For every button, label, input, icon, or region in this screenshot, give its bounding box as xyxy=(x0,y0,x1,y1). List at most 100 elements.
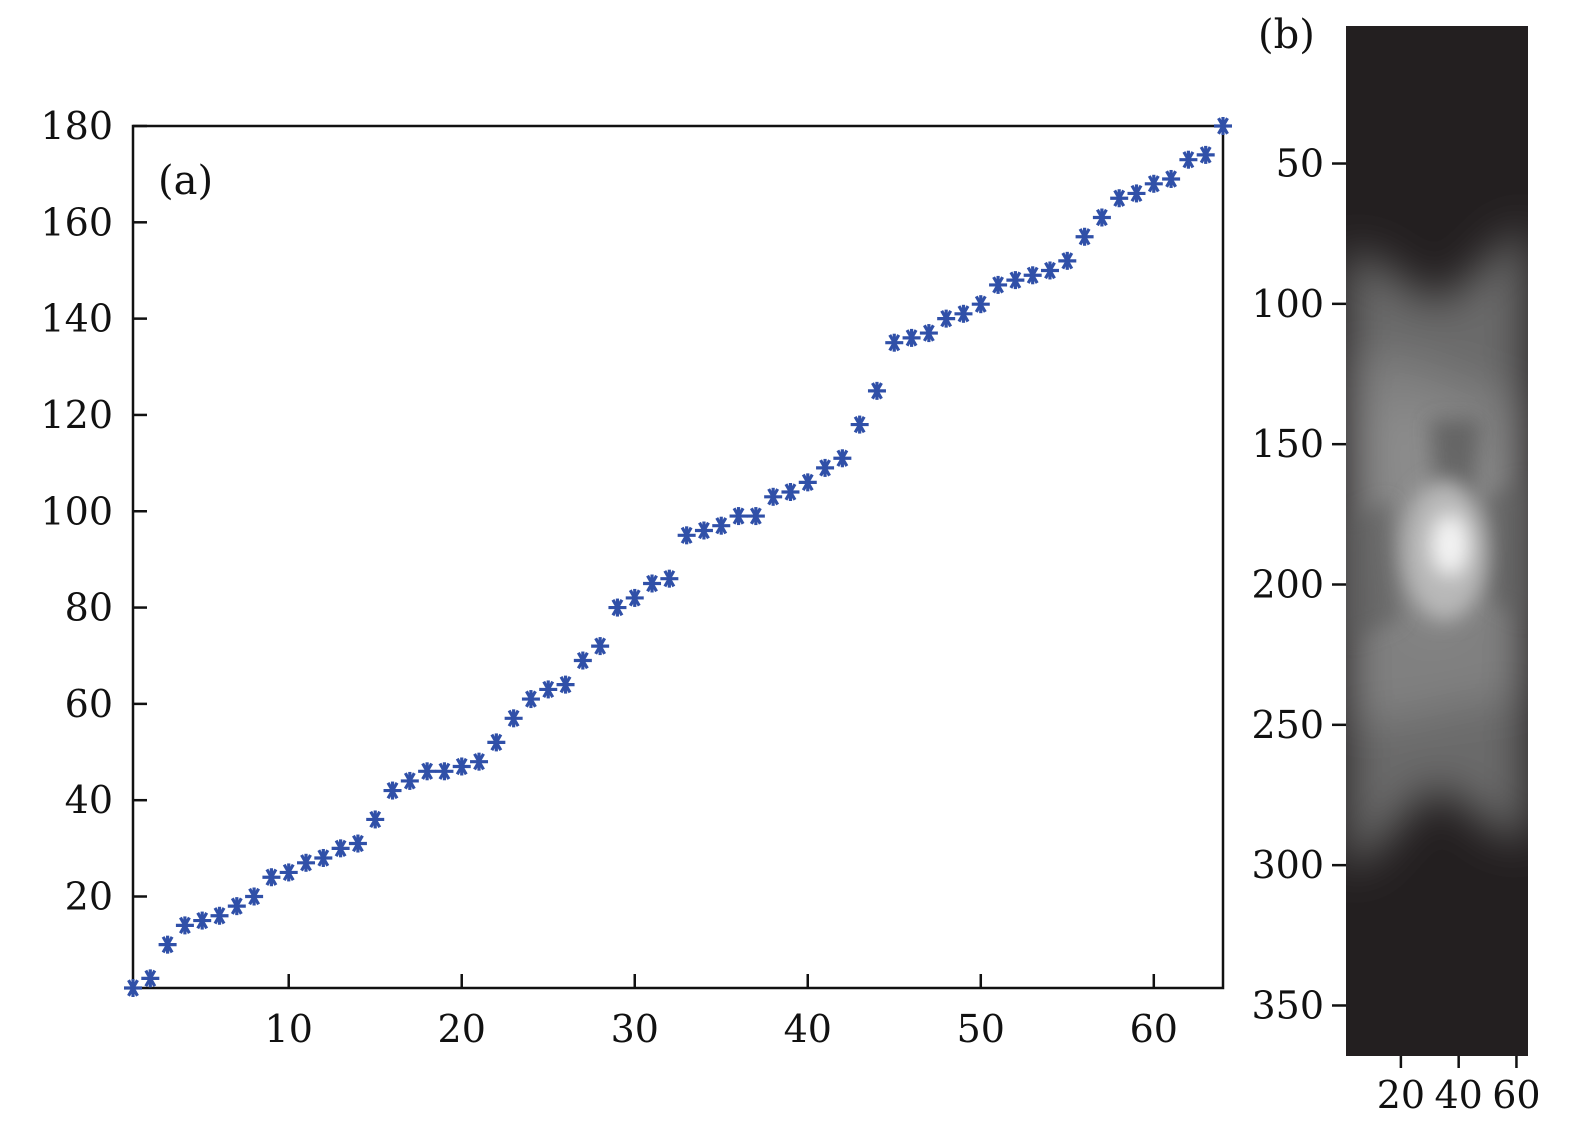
y-tick-label: 40 xyxy=(65,778,113,822)
data-point xyxy=(383,781,402,800)
data-point xyxy=(643,574,662,593)
data-point xyxy=(919,324,938,343)
data-point xyxy=(158,935,177,954)
heatmap-y-tick-label: 300 xyxy=(1251,843,1324,887)
data-point xyxy=(660,569,679,588)
data-point xyxy=(1144,174,1163,193)
data-point xyxy=(556,675,575,694)
data-point xyxy=(729,507,748,526)
data-point xyxy=(487,733,506,752)
y-tick-label: 180 xyxy=(40,104,113,148)
data-point xyxy=(850,415,869,434)
y-tick-label: 140 xyxy=(40,297,113,341)
data-point xyxy=(504,709,523,728)
data-point xyxy=(1179,150,1198,169)
data-point xyxy=(314,848,333,867)
x-tick-label: 10 xyxy=(265,1007,313,1051)
data-point xyxy=(902,328,921,347)
data-point xyxy=(366,810,385,829)
data-point xyxy=(452,757,471,776)
x-tick-label: 60 xyxy=(1130,1007,1178,1051)
data-point xyxy=(175,916,194,935)
x-tick-label: 20 xyxy=(438,1007,486,1051)
heatmap-bright-core xyxy=(1403,480,1487,620)
data-point xyxy=(279,863,298,882)
data-point xyxy=(227,897,246,916)
data-point xyxy=(746,507,765,526)
y-tick-label: 80 xyxy=(65,586,113,630)
heatmap-y-tick-label: 150 xyxy=(1251,422,1324,466)
data-point xyxy=(400,771,419,790)
data-point xyxy=(867,381,886,400)
data-point xyxy=(954,304,973,323)
data-point xyxy=(435,762,454,781)
data-point xyxy=(712,516,731,535)
y-tick-label: 20 xyxy=(65,875,113,919)
heatmap-x-tick-label: 60 xyxy=(1492,1073,1540,1117)
heatmap-y-tick-label: 350 xyxy=(1251,983,1324,1027)
data-point xyxy=(1214,117,1232,135)
data-point xyxy=(245,887,264,906)
data-point xyxy=(573,651,592,670)
data-point xyxy=(1162,169,1181,188)
heatmap-image xyxy=(1346,26,1528,1056)
scatter-plot-frame xyxy=(131,124,1225,990)
data-point xyxy=(833,449,852,468)
data-point xyxy=(1006,271,1025,290)
data-point xyxy=(124,979,142,997)
x-tick-label: 50 xyxy=(957,1007,1005,1051)
data-point xyxy=(971,295,990,314)
y-tick-label: 120 xyxy=(40,393,113,437)
data-point xyxy=(781,482,800,501)
y-tick-label: 100 xyxy=(40,489,113,533)
data-point xyxy=(210,906,229,925)
y-tick-label: 160 xyxy=(40,200,113,244)
scatter-panel: (a) 10 20 30 40 50 60 20 40 60 80 100 120 140 160 180 xyxy=(40,104,1232,1051)
data-point xyxy=(798,473,817,492)
heatmap-x-axis-ticks: 20 40 60 xyxy=(1377,1056,1541,1117)
heatmap-y-axis-ticks: 50 100 150 200 250 300 350 xyxy=(1251,142,1346,1027)
data-point xyxy=(885,333,904,352)
scatter-points xyxy=(124,117,1232,997)
data-point xyxy=(591,637,610,656)
panel-label-a: (a) xyxy=(158,158,213,204)
data-point xyxy=(816,458,835,477)
data-point xyxy=(764,487,783,506)
data-point xyxy=(331,839,350,858)
data-point xyxy=(937,309,956,328)
data-point xyxy=(625,588,644,607)
scatter-y-axis-ticks: 20 40 60 80 100 120 140 160 180 xyxy=(40,104,147,919)
data-point xyxy=(521,690,540,709)
data-point xyxy=(1040,261,1059,280)
panel-label-b: (b) xyxy=(1258,12,1315,58)
data-point xyxy=(1075,227,1094,246)
heatmap-y-tick-label: 250 xyxy=(1251,703,1324,747)
data-point xyxy=(418,762,437,781)
data-point xyxy=(677,526,696,545)
data-point xyxy=(1127,184,1146,203)
data-point xyxy=(1023,266,1042,285)
data-point xyxy=(989,275,1008,294)
x-tick-label: 30 xyxy=(611,1007,659,1051)
data-point xyxy=(348,834,367,853)
data-point xyxy=(470,752,489,771)
data-point xyxy=(1110,189,1129,208)
heatmap-x-tick-label: 40 xyxy=(1434,1073,1482,1117)
x-tick-label: 40 xyxy=(784,1007,832,1051)
heatmap-y-tick-label: 100 xyxy=(1251,282,1324,326)
heatmap-panel: (b) 20 40 60 50 100 150 200 250 300 350 xyxy=(1251,12,1540,1117)
scatter-x-axis-ticks: 10 20 30 40 50 60 xyxy=(265,974,1178,1051)
data-point xyxy=(1092,208,1111,227)
data-point xyxy=(1196,145,1215,164)
data-point xyxy=(539,680,558,699)
y-tick-label: 60 xyxy=(65,682,113,726)
data-point xyxy=(297,853,316,872)
data-point xyxy=(1058,251,1077,270)
data-point xyxy=(694,521,713,540)
heatmap-y-tick-label: 200 xyxy=(1251,563,1324,607)
data-point xyxy=(262,868,281,887)
heatmap-x-tick-label: 20 xyxy=(1377,1073,1425,1117)
data-point xyxy=(141,969,160,988)
data-point xyxy=(608,598,627,617)
